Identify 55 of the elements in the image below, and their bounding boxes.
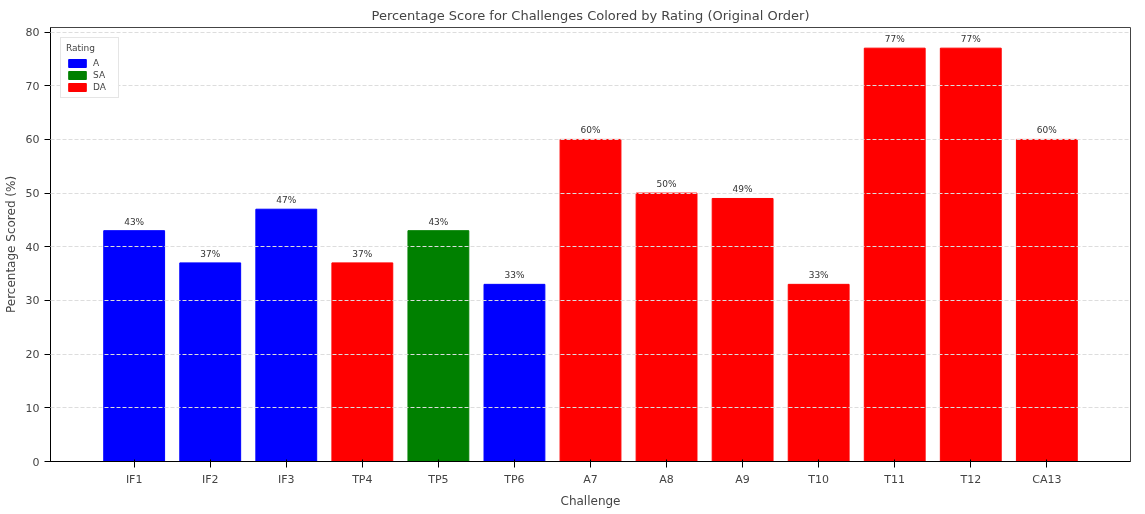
x-tick-label: TP4	[351, 472, 373, 486]
bar	[483, 283, 546, 462]
data-label: 43%	[428, 216, 449, 227]
data-label: 37%	[200, 248, 221, 259]
bar	[863, 47, 926, 462]
data-label: 37%	[352, 248, 373, 259]
data-label: 49%	[732, 184, 754, 195]
bar	[939, 47, 1002, 462]
x-axis-title: Challenge	[560, 493, 621, 508]
bar	[559, 138, 622, 462]
x-tick-label: TP5	[427, 472, 449, 486]
bar	[635, 192, 698, 462]
chart-title: Percentage Score for Challenges Colored by Rating (Original Order)	[371, 7, 810, 23]
bar	[787, 283, 850, 462]
data-label: 60%	[580, 125, 601, 136]
legend-label: A	[93, 58, 101, 68]
data-label: 33%	[808, 270, 830, 281]
data-label: 47%	[276, 195, 297, 206]
data-label: 43%	[124, 216, 145, 227]
x-tick-label: IF2	[201, 472, 219, 486]
x-tick-label: A9	[735, 472, 750, 486]
x-tick-label: T11	[883, 472, 906, 486]
legend-label: SA	[93, 70, 107, 80]
y-tick-label: 70	[25, 79, 40, 93]
data-label: 77%	[960, 34, 982, 45]
y-tick-label: 20	[25, 348, 40, 362]
data-label: 77%	[884, 34, 906, 45]
y-tick-label: 50	[25, 187, 40, 201]
bar	[1015, 138, 1078, 462]
bar	[331, 262, 394, 462]
x-tick-label: TP6	[503, 472, 525, 486]
x-tick-label: CA13	[1032, 472, 1062, 486]
y-axis-title: Percentage Scored (%)	[3, 175, 18, 314]
data-label: 50%	[656, 179, 678, 190]
bar	[407, 230, 470, 462]
legend-label: DA	[93, 82, 107, 92]
data-label: 33%	[504, 270, 525, 281]
bar	[179, 262, 242, 462]
x-tick-label: A7	[583, 472, 598, 486]
bar	[103, 230, 166, 462]
data-label: 60%	[1036, 125, 1058, 136]
y-tick-label: 40	[25, 240, 40, 254]
y-tick-label: 60	[25, 133, 40, 147]
y-tick-label: 80	[25, 26, 40, 40]
x-tick-label: IF3	[277, 472, 295, 486]
bar	[711, 197, 774, 462]
x-tick-label: T12	[959, 472, 982, 486]
bar	[255, 208, 318, 462]
x-tick-label: IF1	[125, 472, 143, 486]
y-tick-label: 30	[25, 294, 40, 308]
x-tick-label: T10	[807, 472, 830, 486]
x-tick-label: A8	[659, 472, 674, 486]
y-tick-label: 0	[32, 455, 40, 469]
legend-title: Rating	[66, 43, 97, 53]
y-tick-label: 10	[25, 401, 40, 415]
